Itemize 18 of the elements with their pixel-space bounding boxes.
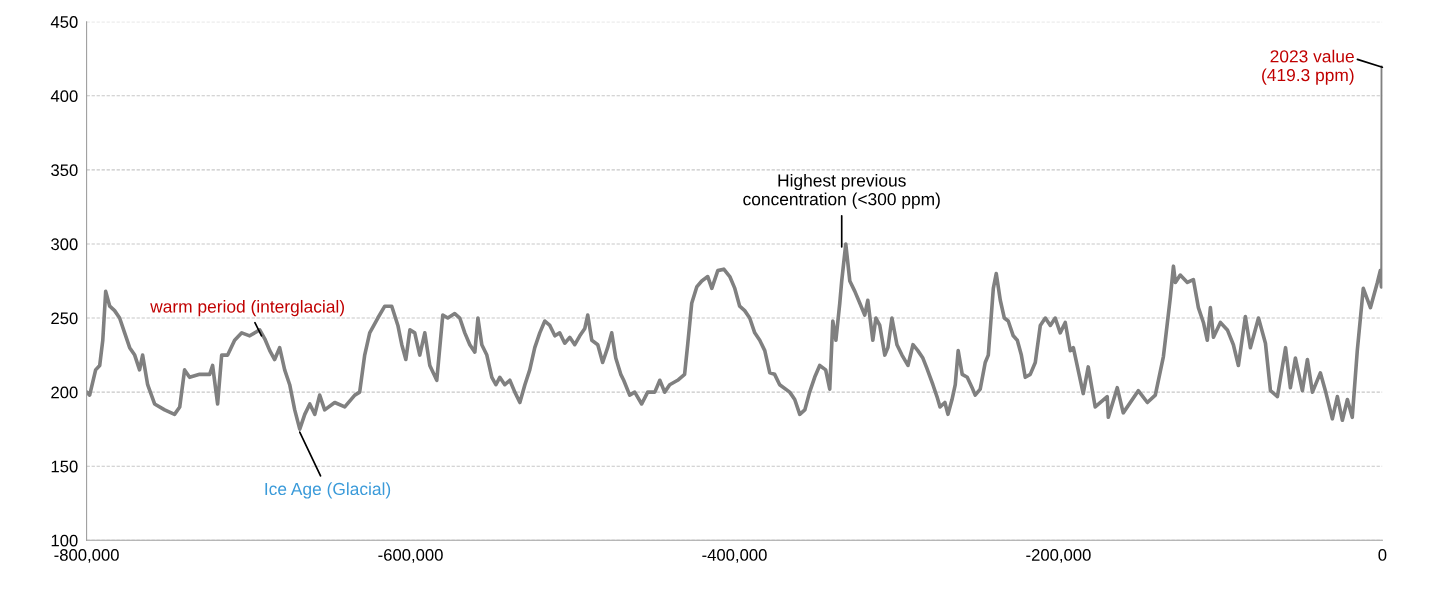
annotation: warm period (interglacial) [150,299,344,317]
x-tick-label: -400,000 [702,549,767,563]
annotation: 2023 value (419.3 ppm) [1262,49,1354,85]
y-tick-label: 350 [51,164,78,177]
y-tick-label: 150 [51,460,78,473]
y-tick-label: 100 [51,534,78,547]
y-tick-label: 400 [50,90,78,102]
y-tick-label: 300 [51,238,78,251]
x-tick-label: -600,000 [378,549,443,563]
annotation: Ice Age (Glacial) [265,482,391,499]
annotation: Highest previous concentration (<300 ppm) [743,173,940,209]
y-tick-label: 200 [51,386,78,399]
line-series [86,65,1383,431]
x-tick-label: -200,000 [1026,549,1091,563]
x-tick-label: -800,000 [54,549,119,563]
y-tick-label: 250 [51,312,78,325]
x-tick-label: 0 [1378,549,1387,561]
y-tick-label: 450 [50,16,78,28]
